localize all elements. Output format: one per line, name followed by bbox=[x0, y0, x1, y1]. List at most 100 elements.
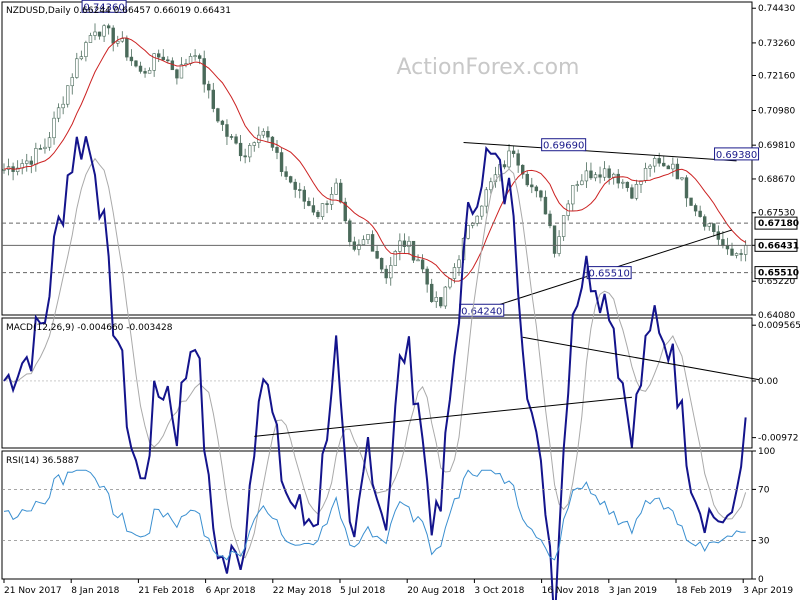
candle-body bbox=[543, 196, 548, 215]
candle-body bbox=[338, 182, 343, 203]
axis-layer: 0.74430 0.73260 0.72160 0.70980 0.69810 0.686… bbox=[3, 4, 800, 596]
candle-body bbox=[161, 56, 165, 61]
candle-body bbox=[47, 137, 52, 148]
candle-body bbox=[520, 164, 525, 175]
candle-body bbox=[470, 223, 475, 226]
candle-body bbox=[29, 160, 33, 165]
candle-body bbox=[502, 164, 507, 168]
candle-body bbox=[307, 201, 311, 206]
y-tick-label: 0.67530 bbox=[758, 209, 795, 219]
price-layer: 0.74360 0.69690 0.69380 0.65510 0.64240 bbox=[2, 0, 760, 317]
candle-body bbox=[689, 197, 693, 206]
candle-body bbox=[166, 59, 170, 62]
moving-average-line bbox=[3, 37, 746, 282]
candle-body bbox=[298, 189, 302, 191]
candle-body bbox=[698, 210, 702, 217]
macd-y-tick-label: 0.00 bbox=[758, 377, 778, 387]
candle-body bbox=[288, 176, 293, 183]
candle-body bbox=[739, 253, 743, 255]
candle-body bbox=[97, 31, 102, 37]
price-label-box bbox=[81, 0, 127, 13]
candle-body bbox=[179, 64, 184, 79]
y-tick-label: 0.70980 bbox=[758, 106, 795, 116]
candle-body bbox=[489, 181, 493, 191]
candle-body bbox=[15, 167, 20, 172]
candle-body bbox=[357, 244, 361, 250]
candle-body bbox=[684, 177, 689, 199]
candle-body bbox=[457, 259, 461, 268]
macd-panel-title: MACD(12,26,9) -0.004660 -0.003428 bbox=[6, 323, 173, 333]
candle-body bbox=[548, 213, 552, 227]
candle-body bbox=[702, 216, 707, 227]
level-label: 0.67180 bbox=[758, 219, 799, 229]
candle-body bbox=[434, 297, 438, 302]
y-tick-label: 0.73260 bbox=[758, 39, 795, 49]
candle-body bbox=[43, 146, 47, 149]
candle-body bbox=[134, 60, 138, 67]
candle-body bbox=[38, 148, 43, 150]
candle-body bbox=[197, 55, 202, 59]
candle-body bbox=[625, 181, 630, 189]
macd-line bbox=[3, 136, 747, 600]
level-box bbox=[754, 266, 798, 280]
candle-body bbox=[420, 259, 425, 270]
candle-body bbox=[56, 107, 61, 119]
price-label-box bbox=[586, 266, 632, 280]
level-box bbox=[754, 216, 798, 230]
candle-body bbox=[202, 58, 206, 85]
price-label: 0.69690 bbox=[543, 141, 584, 152]
candle-body bbox=[584, 170, 589, 182]
macd-y-tick-label: -0.00972 bbox=[758, 434, 798, 444]
candle-body bbox=[721, 239, 725, 247]
candle-body bbox=[389, 265, 393, 279]
x-tick-label: 22 May 2018 bbox=[273, 586, 332, 596]
candle-body bbox=[216, 108, 220, 122]
candle-body bbox=[425, 268, 429, 285]
x-tick-label: 16 Nov 2018 bbox=[542, 586, 600, 596]
candle-body bbox=[211, 89, 215, 109]
candle-body bbox=[375, 250, 379, 259]
candle-body bbox=[70, 77, 74, 87]
candle-body bbox=[384, 268, 388, 279]
candle-body bbox=[361, 239, 366, 245]
macd-layer bbox=[2, 136, 760, 600]
candle-body bbox=[439, 297, 443, 307]
x-tick-label: 5 Jul 2018 bbox=[340, 586, 385, 596]
y-tick-label: 0.69810 bbox=[758, 141, 795, 151]
candle-body bbox=[284, 171, 288, 177]
candle-body bbox=[411, 240, 416, 261]
candle-body bbox=[234, 136, 238, 144]
candle-body bbox=[516, 153, 520, 166]
candle-body bbox=[248, 145, 252, 158]
candle-body bbox=[589, 170, 593, 179]
x-tick-label: 6 Apr 2018 bbox=[206, 586, 256, 596]
candle-body bbox=[602, 168, 607, 178]
macd-y-tick-label: 0.009565 bbox=[758, 321, 800, 331]
candle-body bbox=[393, 251, 397, 266]
candle-body bbox=[275, 147, 279, 153]
x-tick-label: 8 Jan 2018 bbox=[71, 586, 119, 596]
candle-body bbox=[293, 181, 297, 190]
rsi-y-tick-label: 100 bbox=[758, 447, 775, 457]
y-tick-label: 0.72160 bbox=[758, 72, 795, 82]
rsi-layer bbox=[2, 469, 752, 561]
candle-body bbox=[484, 189, 488, 207]
candle-body bbox=[266, 131, 270, 138]
candle-body bbox=[648, 165, 652, 169]
candle-body bbox=[52, 117, 56, 139]
candle-body bbox=[366, 234, 370, 240]
candle-body bbox=[575, 184, 580, 186]
candle-body bbox=[66, 85, 70, 105]
candle-body bbox=[716, 231, 721, 240]
candle-body bbox=[671, 163, 675, 170]
rsi-panel-frame bbox=[1, 450, 753, 580]
candle-body bbox=[712, 223, 716, 233]
price-label-box bbox=[714, 147, 760, 161]
candle-body bbox=[79, 56, 84, 60]
candle-body bbox=[302, 189, 306, 202]
candle-body bbox=[662, 162, 666, 167]
candle-body bbox=[143, 71, 147, 74]
candle-body bbox=[402, 240, 407, 247]
candle-body bbox=[643, 167, 648, 181]
